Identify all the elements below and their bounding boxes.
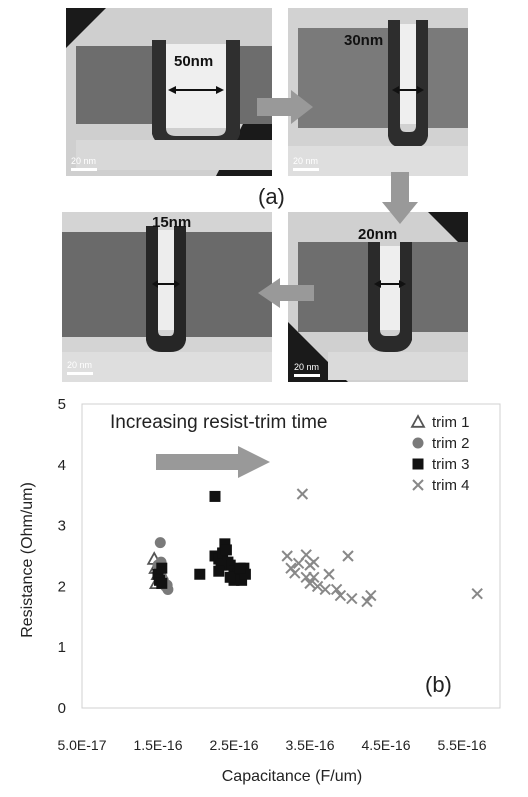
data-point-trim-4 (330, 583, 343, 596)
legend-label: trim 3 (432, 456, 470, 473)
plot-area-border (81, 403, 501, 709)
data-point-trim-4 (289, 567, 301, 579)
data-point-trim-4 (323, 568, 335, 580)
x-tick-label: 4.5E-16 (361, 737, 410, 753)
data-point-trim-3 (236, 574, 248, 586)
data-point-trim-4 (308, 571, 320, 583)
y-tick-label: 4 (58, 457, 66, 474)
tem-image-30nm: 30nm 20 nm (288, 8, 468, 176)
data-point-trim-4 (304, 577, 316, 590)
data-point-trim-4 (334, 589, 347, 602)
legend-label: trim 4 (432, 477, 470, 494)
data-point-trim-4 (342, 550, 354, 562)
legend-label: trim 2 (432, 435, 470, 452)
data-point-trim-4 (319, 583, 331, 596)
x-tick-label: 5.5E-16 (437, 737, 486, 753)
data-point-trim-3 (194, 568, 206, 580)
x-tick-label: 1.5E-16 (133, 737, 182, 753)
y-axis-label: Resistance (Ohm/um) (19, 482, 36, 638)
data-point-trim-4 (361, 595, 373, 608)
tem-scale-label: 20 nm (293, 156, 319, 166)
tem-image-15nm: 15nm 20 nm (62, 212, 272, 382)
tem-scale-label: 20 nm (71, 156, 97, 166)
x-tick-label: 5.0E-17 (57, 737, 106, 753)
scatter-chart: 0 1 2 3 4 5 5.0E-17 1.5E-16 2.5E-16 3.5E-16 4.5E-1… (19, 396, 501, 785)
data-point-trim-3 (215, 559, 227, 571)
data-point-trim-4 (471, 587, 483, 600)
data-point-trim-3 (213, 565, 225, 577)
tem-scale-label: 20 nm (67, 360, 93, 370)
data-point-trim-4 (346, 592, 358, 605)
tem-scale-label: 20 nm (294, 362, 320, 372)
tem-width-label: 15nm (152, 214, 192, 231)
y-tick-label: 1 (58, 639, 66, 656)
data-point-trim-3 (156, 562, 168, 574)
data-point-trim-4 (365, 589, 377, 602)
legend-label: trim 1 (432, 414, 470, 431)
data-point-trim-3 (220, 544, 232, 556)
data-point-trim-4 (296, 488, 309, 500)
y-tick-label: 2 (58, 578, 66, 595)
data-point-trim-4 (281, 550, 293, 562)
x-tick-label: 3.5E-16 (285, 737, 334, 753)
panel-a-label: (a) (258, 184, 285, 209)
data-point-trim-3 (209, 490, 221, 502)
annotation-arrow-icon (156, 446, 270, 478)
data-point-trim-3 (156, 577, 168, 589)
data-point-trim-3 (232, 568, 244, 580)
panel-b-label: (b) (425, 672, 452, 697)
data-point-trim-2 (154, 537, 166, 549)
y-tick-label: 0 (58, 700, 66, 717)
data-point-trim-3 (219, 538, 231, 550)
arrow-down-icon (382, 172, 418, 224)
data-point-trim-4 (308, 556, 320, 568)
arrow-left-icon (258, 278, 314, 308)
y-tick-label: 5 (58, 396, 66, 413)
legend-marker-trim-2 (412, 437, 424, 449)
tem-image-20nm: 20nm 20 nm (288, 212, 468, 382)
tem-width-label: 20nm (358, 226, 398, 243)
y-tick-label: 3 (58, 518, 66, 535)
tem-width-label: 50nm (174, 53, 214, 70)
legend-marker-trim-4 (412, 479, 424, 491)
chart-annotation: Increasing resist-trim time (110, 412, 328, 433)
data-point-trim-3 (213, 553, 225, 565)
tem-width-label: 30nm (344, 32, 384, 49)
data-point-trim-3 (152, 568, 164, 580)
data-point-trim-3 (234, 562, 246, 574)
arrow-right-icon (257, 90, 313, 124)
data-point-trim-3 (224, 571, 236, 583)
data-point-trim-3 (239, 568, 251, 580)
x-axis-label: Capacitance (F/um) (222, 768, 363, 785)
tem-image-50nm: 50nm 20 nm (66, 8, 272, 176)
legend-marker-trim-3 (412, 458, 424, 470)
x-tick-label: 2.5E-16 (209, 737, 258, 753)
data-point-trim-3 (224, 559, 236, 571)
legend-marker-trim-1 (410, 414, 426, 428)
data-point-trim-4 (311, 580, 324, 593)
